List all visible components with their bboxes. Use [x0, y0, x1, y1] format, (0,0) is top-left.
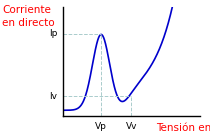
Text: Ip: Ip: [49, 29, 58, 38]
Text: Corriente
en directo: Corriente en directo: [2, 5, 55, 28]
Text: Iv: Iv: [50, 92, 58, 101]
Text: Tensión en directo: Tensión en directo: [156, 123, 210, 133]
Text: Vp: Vp: [95, 122, 107, 131]
Text: Vv: Vv: [126, 122, 137, 131]
